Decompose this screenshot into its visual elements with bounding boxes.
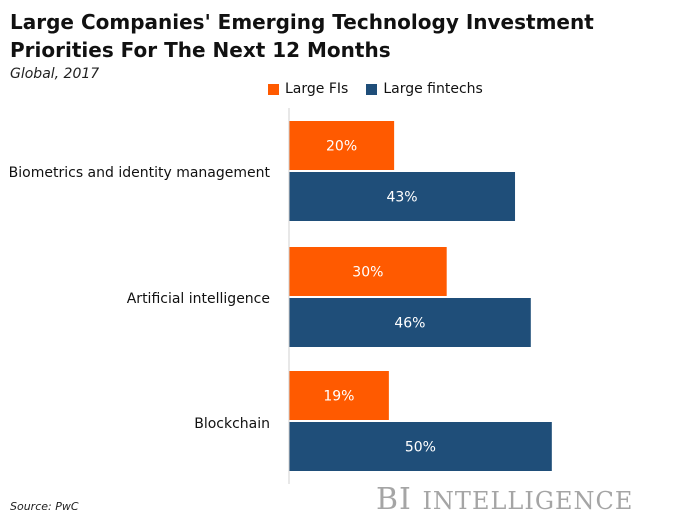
bar-large-fis xyxy=(289,247,447,296)
bar-large-fis xyxy=(289,121,395,170)
data-label: 20% xyxy=(326,139,357,155)
legend-item-large-fis: Large FIs xyxy=(268,81,348,97)
chart-title: Large Companies' Emerging Technology Inv… xyxy=(10,10,594,62)
bar-large-fintechs xyxy=(289,422,552,471)
chart-subtitle: Global, 2017 xyxy=(10,66,100,82)
bar-large-fis xyxy=(289,371,389,420)
legend-label-large-fintechs: Large fintechs xyxy=(383,81,483,97)
data-label: 19% xyxy=(323,389,354,405)
category-label: Biometrics and identity management xyxy=(9,165,271,181)
legend-item-large-fintechs: Large fintechs xyxy=(366,81,483,97)
brand-second: Intelligence xyxy=(422,487,634,515)
bi-intelligence-logo: BI Intelligence xyxy=(376,482,694,517)
data-label: 30% xyxy=(352,265,383,281)
data-label: 50% xyxy=(405,440,436,456)
bar-large-fintechs xyxy=(289,298,531,347)
category-label: Blockchain xyxy=(194,416,270,432)
data-label: 46% xyxy=(394,316,425,332)
data-label: 43% xyxy=(386,190,417,206)
legend-swatch-large-fis xyxy=(268,83,279,95)
legend-label-large-fis: Large FIs xyxy=(285,81,349,97)
category-label: Artificial intelligence xyxy=(127,291,270,307)
source-note: Source: PwC xyxy=(10,500,79,513)
legend-swatch-large-fintechs xyxy=(366,83,378,95)
bar-large-fintechs xyxy=(289,172,516,221)
brand-first: BI xyxy=(376,482,412,517)
legend: Large FIs Large fintechs xyxy=(268,80,501,98)
